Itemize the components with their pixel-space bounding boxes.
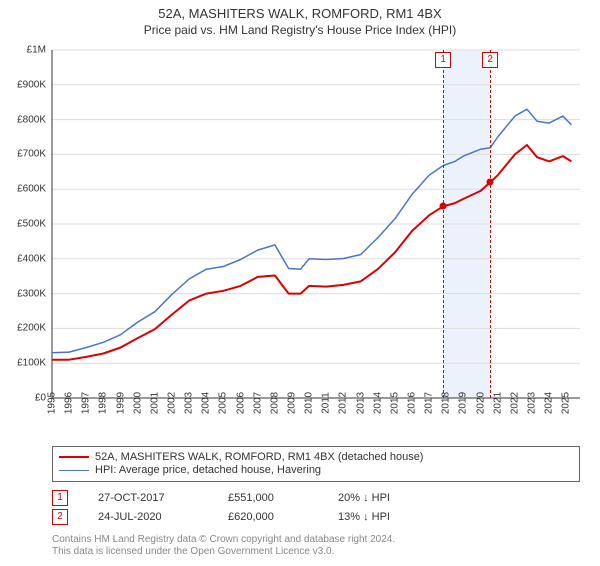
sales-row: 2 24-JUL-2020 £620,000 13% ↓ HPI <box>52 509 580 525</box>
x-tick-label: 2017 <box>424 392 435 414</box>
footer: Contains HM Land Registry data © Crown c… <box>52 534 580 558</box>
y-tick-label: £300K <box>17 288 46 299</box>
x-tick-label: 2009 <box>287 392 298 414</box>
x-tick-label: 2007 <box>252 392 263 414</box>
sales-date: 27-OCT-2017 <box>98 492 198 504</box>
transaction-vline <box>443 50 444 398</box>
x-tick-label: 2002 <box>167 392 178 414</box>
y-tick-label: £700K <box>17 149 46 160</box>
sales-marker-box: 1 <box>52 490 68 506</box>
x-tick-label: 2000 <box>132 392 143 414</box>
legend-row: 52A, MASHITERS WALK, ROMFORD, RM1 4BX (d… <box>59 451 573 463</box>
series-hpi <box>52 109 571 353</box>
x-tick-label: 2021 <box>492 392 503 414</box>
x-tick-label: 1996 <box>64 392 75 414</box>
x-tick-label: 1995 <box>47 392 58 414</box>
transaction-point <box>440 203 447 210</box>
x-tick-label: 1997 <box>81 392 92 414</box>
x-tick-label: 2024 <box>544 392 555 414</box>
legend: 52A, MASHITERS WALK, ROMFORD, RM1 4BX (d… <box>52 446 580 482</box>
x-tick-label: 2025 <box>561 392 572 414</box>
x-tick-label: 2006 <box>235 392 246 414</box>
legend-label: 52A, MASHITERS WALK, ROMFORD, RM1 4BX (d… <box>95 451 423 463</box>
legend-swatch <box>59 456 89 458</box>
footer-line-2: This data is licensed under the Open Gov… <box>52 546 580 558</box>
transaction-point <box>487 179 494 186</box>
chart-plot-area: 12 <box>52 50 580 398</box>
y-tick-label: £500K <box>17 219 46 230</box>
x-tick-label: 2014 <box>372 392 383 414</box>
y-tick-label: £900K <box>17 79 46 90</box>
y-tick-label: £0 <box>35 393 46 404</box>
legend-row: HPI: Average price, detached house, Have… <box>59 464 573 476</box>
x-tick-label: 2011 <box>321 392 332 414</box>
x-tick-label: 2023 <box>527 392 538 414</box>
x-tick-label: 2022 <box>509 392 520 414</box>
x-tick-label: 2005 <box>218 392 229 414</box>
sales-relative: 20% ↓ HPI <box>338 492 438 504</box>
x-tick-label: 2008 <box>269 392 280 414</box>
sales-relative: 13% ↓ HPI <box>338 511 438 523</box>
y-tick-label: £1M <box>27 45 46 56</box>
page-subtitle: Price paid vs. HM Land Registry's House … <box>0 23 600 37</box>
x-tick-label: 2015 <box>389 392 400 414</box>
sales-price: £551,000 <box>228 492 308 504</box>
x-tick-label: 2013 <box>355 392 366 414</box>
footer-line-1: Contains HM Land Registry data © Crown c… <box>52 534 580 546</box>
x-tick-label: 2020 <box>475 392 486 414</box>
x-tick-label: 1999 <box>115 392 126 414</box>
transaction-marker-box: 1 <box>435 52 451 68</box>
y-tick-label: £100K <box>17 358 46 369</box>
y-tick-label: £400K <box>17 253 46 264</box>
page-title: 52A, MASHITERS WALK, ROMFORD, RM1 4BX <box>0 6 600 21</box>
sales-marker-box: 2 <box>52 509 68 525</box>
y-tick-label: £600K <box>17 184 46 195</box>
y-axis: £0£100K£200K£300K£400K£500K£600K£700K£80… <box>0 50 50 398</box>
x-tick-label: 2018 <box>441 392 452 414</box>
y-tick-label: £800K <box>17 114 46 125</box>
x-tick-label: 2019 <box>458 392 469 414</box>
x-tick-label: 2004 <box>201 392 212 414</box>
legend-label: HPI: Average price, detached house, Have… <box>95 464 321 476</box>
x-tick-label: 2010 <box>304 392 315 414</box>
x-axis: 1995199619971998199920002001200220032004… <box>52 400 580 444</box>
x-tick-label: 1998 <box>98 392 109 414</box>
x-tick-label: 2012 <box>338 392 349 414</box>
sales-price: £620,000 <box>228 511 308 523</box>
x-tick-label: 2003 <box>184 392 195 414</box>
sales-row: 1 27-OCT-2017 £551,000 20% ↓ HPI <box>52 490 580 506</box>
x-tick-label: 2016 <box>407 392 418 414</box>
transaction-marker-box: 2 <box>482 52 498 68</box>
legend-swatch <box>59 470 89 471</box>
sales-date: 24-JUL-2020 <box>98 511 198 523</box>
sales-table: 1 27-OCT-2017 £551,000 20% ↓ HPI 2 24-JUL-202… <box>52 490 580 528</box>
transaction-vline <box>490 50 491 398</box>
y-tick-label: £200K <box>17 323 46 334</box>
x-tick-label: 2001 <box>149 392 160 414</box>
